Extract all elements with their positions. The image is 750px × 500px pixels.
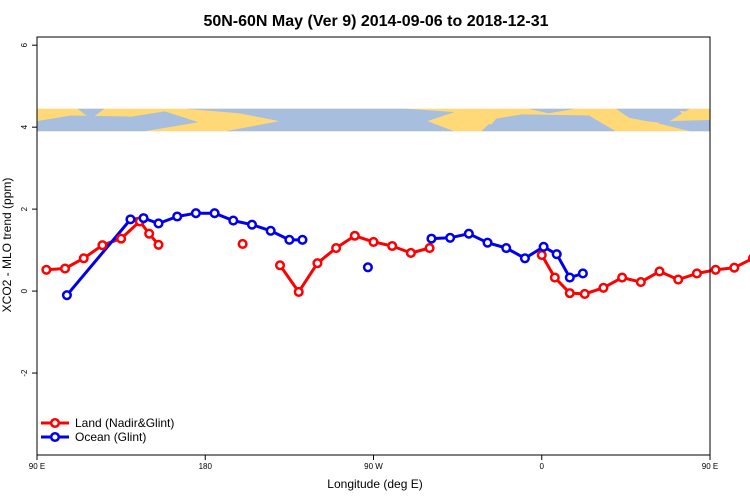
data-point-series-0	[654, 266, 665, 277]
data-point-series-0	[59, 263, 71, 274]
data-point-series-0	[617, 272, 628, 283]
chart-title: 50N-60N May (Ver 9) 2014-09-06 to 2018-1…	[203, 13, 548, 30]
data-point-series-0	[536, 249, 547, 261]
legend-label-1: Ocean (Glint)	[75, 430, 146, 444]
x-tick-label: 90 E	[702, 462, 718, 471]
y-axis: -2 0 2 4 6	[20, 42, 37, 377]
data-point-series-1	[577, 268, 588, 279]
series-line-1	[65, 211, 303, 297]
data-point-series-0	[312, 258, 323, 269]
map-ocean-region-2	[185, 108, 455, 132]
data-point-series-1	[551, 249, 562, 260]
map-ocean-region-4	[528, 108, 576, 114]
x-tick-label: 0	[540, 462, 545, 471]
data-point-series-0	[710, 264, 721, 275]
data-point-series-0	[78, 253, 89, 264]
data-point-series-1	[463, 228, 474, 239]
legend-marker-1	[49, 431, 61, 443]
legend: Land (Nadir&Glint)Ocean (Glint)	[41, 416, 174, 444]
series-line-1	[431, 232, 584, 280]
data-point-series-1	[519, 253, 530, 264]
legend-label-0: Land (Nadir&Glint)	[75, 416, 174, 430]
data-point-series-0	[673, 274, 684, 285]
y-tick-label: 2	[20, 206, 29, 211]
y-tick-label: 0	[20, 288, 29, 293]
data-point-series-0	[349, 230, 360, 241]
x-axis-label: Longitude (deg E)	[327, 477, 422, 491]
data-point-series-1	[153, 218, 164, 229]
data-point-series-0	[691, 268, 702, 279]
plot-points	[41, 208, 750, 301]
data-point-series-1	[538, 241, 549, 252]
data-point-series-0	[293, 286, 304, 297]
x-axis: 90 E 180 90 W 0 90 E	[29, 455, 718, 471]
data-point-series-0	[97, 240, 108, 251]
data-point-series-1	[190, 208, 201, 219]
y-tick-label: 6	[20, 42, 29, 47]
data-point-series-0	[564, 288, 575, 299]
data-point-series-0	[549, 272, 560, 283]
data-point-series-1	[265, 225, 276, 236]
x-tick-label: 180	[199, 462, 213, 471]
y-tick-label: -2	[20, 369, 29, 377]
map-land-island-2	[679, 111, 694, 119]
map-land-island-1	[646, 121, 660, 128]
legend-marker-0	[49, 417, 61, 429]
data-point-series-0	[387, 240, 398, 252]
data-point-series-0	[237, 238, 248, 250]
data-point-series-0	[368, 236, 379, 247]
series-line-0	[540, 254, 750, 296]
data-point-series-0	[144, 228, 155, 239]
y-tick-label: 4	[20, 124, 29, 129]
x-tick-label: 90 E	[29, 462, 45, 471]
map-ocean-region-3	[481, 114, 616, 132]
data-point-series-0	[153, 239, 164, 250]
data-point-series-0	[729, 262, 740, 273]
data-point-series-0	[116, 233, 127, 244]
data-point-series-1	[445, 232, 456, 243]
map-ocean-region-1	[77, 108, 105, 119]
data-point-series-0	[331, 242, 342, 254]
data-point-series-1	[362, 262, 373, 273]
data-point-series-0	[405, 247, 416, 259]
data-point-series-0	[579, 288, 590, 299]
map-ocean-region-0	[37, 111, 199, 132]
world-map-band	[37, 108, 710, 132]
y-axis-label: XCO2 - MLO trend (ppm)	[0, 178, 14, 313]
data-point-series-1	[138, 213, 149, 224]
data-point-series-1	[564, 272, 575, 283]
data-point-series-1	[482, 237, 493, 248]
data-point-series-1	[125, 214, 136, 225]
data-point-series-0	[598, 282, 609, 293]
data-point-series-1	[426, 233, 437, 244]
map-ocean-region-5	[615, 108, 710, 132]
data-point-series-1	[172, 211, 183, 222]
data-point-series-1	[297, 234, 308, 245]
data-point-series-1	[501, 242, 512, 254]
data-point-series-1	[209, 208, 220, 219]
data-point-series-0	[41, 264, 52, 275]
data-point-series-1	[61, 290, 72, 301]
data-point-series-1	[284, 234, 295, 245]
data-point-series-0	[424, 242, 435, 254]
data-point-series-0	[274, 260, 286, 271]
data-point-series-1	[228, 215, 239, 226]
map-land-island-0	[481, 114, 498, 125]
data-point-series-1	[246, 219, 258, 230]
x-tick-label: 90 W	[364, 462, 383, 471]
data-point-series-0	[635, 277, 646, 288]
